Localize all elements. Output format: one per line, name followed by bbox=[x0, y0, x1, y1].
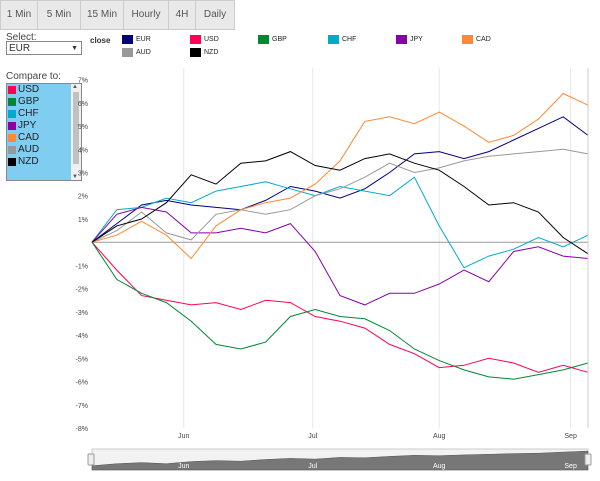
y-tick-label: -2% bbox=[76, 287, 88, 294]
legend-item-usd[interactable]: USD bbox=[190, 35, 219, 44]
y-tick-label: 2% bbox=[78, 194, 88, 201]
series-line-usd bbox=[91, 241, 589, 373]
y-tick-label: -3% bbox=[76, 310, 88, 317]
y-tick-label: 1% bbox=[78, 217, 88, 224]
y-tick-label: -6% bbox=[76, 380, 88, 387]
gbp-swatch bbox=[8, 98, 16, 106]
legend-label: CHF bbox=[342, 36, 357, 43]
timeframe-tabs: 1 Min 5 Min 15 Min Hourly 4H Daily bbox=[0, 0, 235, 30]
currency-select[interactable]: EUR ▼ bbox=[6, 41, 82, 55]
compare-item-cad[interactable]: CAD bbox=[7, 132, 71, 144]
tab-4h[interactable]: 4H bbox=[169, 1, 196, 29]
nzd-swatch bbox=[8, 158, 16, 166]
y-tick-label: -7% bbox=[76, 403, 88, 410]
compare-item-nzd[interactable]: NZD bbox=[7, 156, 71, 168]
y-tick-label: -4% bbox=[76, 333, 88, 340]
navigator-label: Jul bbox=[308, 463, 317, 470]
navigator-label: Sep bbox=[564, 463, 577, 470]
y-tick-label: 6% bbox=[78, 101, 88, 108]
legend-item-gbp[interactable]: GBP bbox=[258, 35, 287, 44]
tab-hourly[interactable]: Hourly bbox=[124, 1, 169, 29]
series-line-eur bbox=[91, 116, 589, 243]
x-tick-label: Sep bbox=[564, 433, 577, 440]
series-line-jpy bbox=[91, 206, 589, 306]
legend-item-jpy[interactable]: JPY bbox=[396, 35, 423, 44]
compare-item-aud[interactable]: AUD bbox=[7, 144, 71, 156]
x-tick-label: Jun bbox=[178, 433, 189, 440]
navigator-area bbox=[91, 450, 589, 471]
tab-15-min[interactable]: 15 Min bbox=[81, 1, 124, 29]
chart-legend: close EUR USD GBP CHF JPY CAD AUD NZD bbox=[90, 33, 500, 63]
compare-item-gbp[interactable]: GBP bbox=[7, 96, 71, 108]
compare-item-usd[interactable]: USD bbox=[7, 84, 71, 96]
legend-label: NZD bbox=[204, 49, 219, 56]
legend-item-nzd[interactable]: NZD bbox=[190, 48, 218, 57]
legend-label: JPY bbox=[410, 36, 423, 43]
series-line-gbp bbox=[91, 241, 589, 380]
legend-label: AUD bbox=[136, 49, 151, 56]
y-tick-label: -8% bbox=[76, 426, 88, 433]
navigator-left-handle[interactable] bbox=[87, 453, 95, 466]
scroll-down-icon[interactable]: ▼ bbox=[72, 174, 78, 180]
compare-item-label: JPY bbox=[18, 120, 37, 131]
legend-item-chf[interactable]: CHF bbox=[328, 35, 356, 44]
series-line-nzd bbox=[91, 151, 589, 255]
y-tick-label: 4% bbox=[78, 147, 88, 154]
cad-swatch bbox=[8, 134, 16, 142]
x-tick-label: Jul bbox=[308, 433, 317, 440]
compare-item-label: CAD bbox=[18, 132, 40, 143]
legend-label: EUR bbox=[136, 36, 151, 43]
compare-item-jpy[interactable]: JPY bbox=[7, 120, 71, 132]
usd-swatch bbox=[8, 86, 16, 94]
compare-item-label: AUD bbox=[18, 144, 40, 155]
navigator-right-handle[interactable] bbox=[584, 453, 592, 466]
navigator-label: Jun bbox=[178, 463, 189, 470]
tab-daily[interactable]: Daily bbox=[203, 9, 227, 20]
compare-item-label: CHF bbox=[18, 108, 39, 119]
chevron-down-icon: ▼ bbox=[71, 45, 78, 52]
compare-label: Compare to: bbox=[6, 71, 62, 82]
compare-item-label: GBP bbox=[18, 96, 40, 107]
tab-1-min[interactable]: 1 Min bbox=[1, 1, 38, 29]
series-line-cad bbox=[91, 92, 589, 260]
compare-item-label: USD bbox=[18, 84, 40, 95]
scroll-up-icon[interactable]: ▲ bbox=[72, 84, 78, 90]
y-tick-label: -5% bbox=[76, 356, 88, 363]
y-tick-label: -1% bbox=[76, 263, 88, 270]
scrollbar-thumb[interactable] bbox=[73, 92, 79, 164]
y-tick-label: 7% bbox=[78, 78, 88, 85]
compare-scrollbar[interactable]: ▲ ▼ bbox=[71, 84, 81, 180]
legend-label: CAD bbox=[476, 36, 491, 43]
compare-listbox[interactable]: USD GBP CHF JPY CAD AUD NZD ▲ ▼ bbox=[6, 83, 82, 181]
tab-5-min[interactable]: 5 Min bbox=[38, 1, 81, 29]
chf-swatch bbox=[8, 110, 16, 118]
compare-item-label: NZD bbox=[18, 156, 39, 167]
legend-item-aud[interactable]: AUD bbox=[122, 48, 151, 57]
series-line-chf bbox=[91, 176, 589, 269]
y-tick-label: 5% bbox=[78, 124, 88, 131]
legend-item-eur[interactable]: EUR bbox=[122, 35, 151, 44]
compare-item-chf[interactable]: CHF bbox=[7, 108, 71, 120]
legend-title: close bbox=[90, 36, 111, 45]
currency-select-value: EUR bbox=[9, 43, 31, 54]
legend-label: USD bbox=[204, 36, 219, 43]
legend-item-cad[interactable]: CAD bbox=[462, 35, 491, 44]
y-tick-label: 3% bbox=[78, 171, 88, 178]
aud-swatch bbox=[8, 146, 16, 154]
series-line-aud bbox=[91, 148, 589, 243]
select-label: Select: bbox=[6, 32, 37, 43]
x-tick-label: Aug bbox=[433, 433, 446, 440]
navigator-label: Aug bbox=[433, 463, 446, 470]
legend-label: GBP bbox=[272, 36, 287, 43]
jpy-swatch bbox=[8, 122, 16, 130]
